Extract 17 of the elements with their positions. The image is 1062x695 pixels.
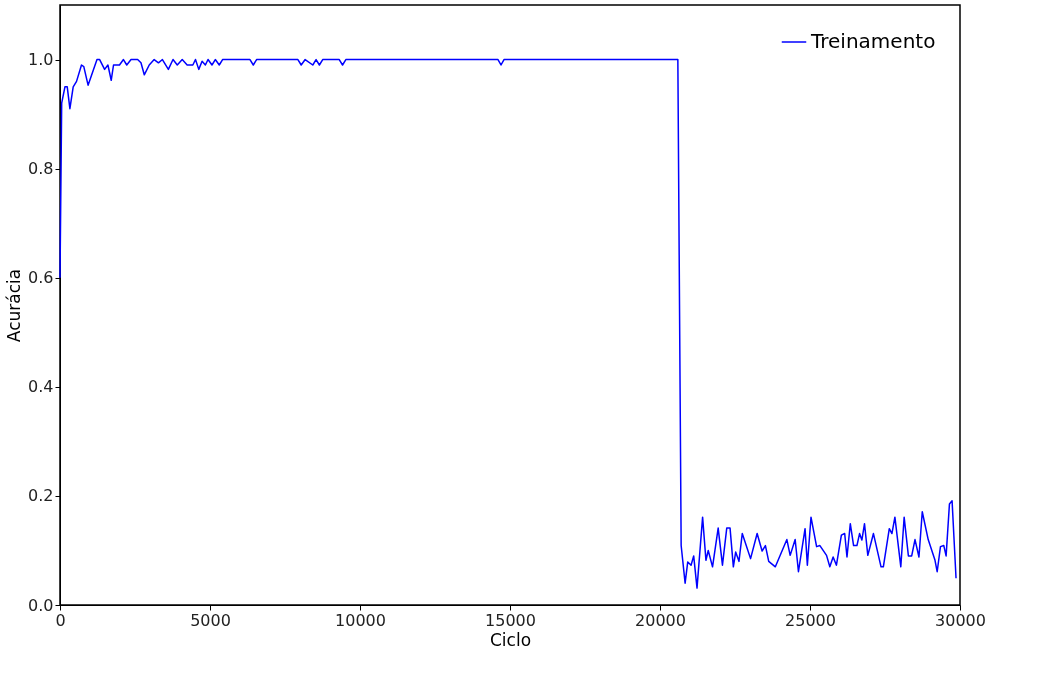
- y-tick-label: 0.6: [28, 268, 54, 288]
- x-tick-label: 20000: [635, 610, 686, 630]
- y-axis-title: Acurácia: [4, 268, 25, 343]
- x-tick-label: 25000: [785, 610, 836, 630]
- x-tick-label: 0: [55, 610, 66, 630]
- x-tick-label: 15000: [485, 610, 536, 630]
- y-tick-label: 0.8: [28, 159, 54, 179]
- y-tick-label: 0.4: [28, 377, 54, 397]
- y-tick-label: 0.2: [28, 486, 54, 506]
- legend-label: Treinamento: [810, 29, 936, 53]
- x-tick-label: 5000: [190, 610, 231, 630]
- x-axis-title: Ciclo: [489, 629, 532, 650]
- x-tick-label: 10000: [335, 610, 386, 630]
- y-tick-label: 0.0: [28, 595, 54, 615]
- y-tick-label: 1.0: [28, 50, 54, 70]
- line-series: [59, 58, 957, 589]
- x-tick-label: 30000: [935, 610, 986, 630]
